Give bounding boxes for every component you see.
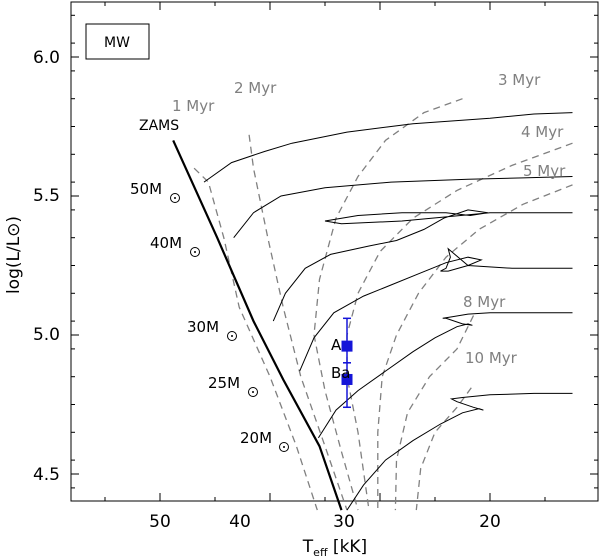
mass-label-text: 20M bbox=[240, 429, 272, 447]
track-line bbox=[299, 247, 573, 372]
sun-symbol bbox=[227, 331, 237, 341]
y-axis-title: log(L/L⊙) bbox=[4, 216, 24, 294]
isochrone-label-8myr: 8 Myr bbox=[463, 293, 506, 311]
sun-symbol-dot bbox=[252, 391, 254, 393]
track-line bbox=[233, 176, 573, 239]
evolutionary-tracks bbox=[203, 112, 573, 511]
mass-label-40: 40M bbox=[150, 234, 200, 257]
sun-symbol bbox=[170, 193, 180, 203]
legend-text: MW bbox=[104, 35, 130, 51]
isochrone-line bbox=[248, 134, 348, 511]
legend-box bbox=[85, 23, 150, 60]
point-label-ba: Ba bbox=[331, 364, 350, 382]
isochrone-label-4myr: 4 Myr bbox=[521, 123, 564, 141]
sun-symbol-dot bbox=[174, 197, 176, 199]
isochrone-line bbox=[193, 167, 318, 511]
isochrone-labels: 1 Myr 2 Myr 3 Myr 4 Myr 5 Myr 8 Myr 10 M… bbox=[172, 71, 566, 367]
data-points bbox=[341, 317, 353, 409]
zams-label: ZAMS bbox=[139, 118, 179, 134]
axis-ticks bbox=[71, 2, 598, 501]
isochrone-label-1myr: 1 Myr bbox=[172, 97, 215, 115]
x-tick-label: 20 bbox=[479, 512, 501, 532]
x-axis-title: Teff [kK] bbox=[302, 537, 367, 558]
isochrone-line bbox=[415, 387, 472, 511]
x-axis-title-unit: [kK] bbox=[328, 537, 368, 557]
isochrone-line bbox=[313, 98, 463, 511]
sun-symbol bbox=[190, 247, 200, 257]
y-tick-labels: 4.5 5.0 5.5 6.0 bbox=[33, 48, 60, 485]
sun-symbol bbox=[279, 442, 289, 452]
data-marker bbox=[341, 373, 353, 385]
mass-label-20: 20M bbox=[240, 429, 289, 452]
mass-label-25: 25M bbox=[208, 374, 258, 397]
mass-label-text: 25M bbox=[208, 374, 240, 392]
track-line bbox=[346, 392, 573, 511]
isochrone-label-5myr: 5 Myr bbox=[523, 162, 566, 180]
isochrone-line bbox=[377, 184, 573, 511]
track-line bbox=[317, 312, 573, 439]
isochrone-line bbox=[346, 142, 573, 511]
y-tick-label: 6.0 bbox=[33, 48, 60, 68]
track-line bbox=[203, 112, 573, 183]
y-tick-label: 5.0 bbox=[33, 325, 60, 345]
x-tick-label: 40 bbox=[229, 512, 251, 532]
plot-frame bbox=[70, 1, 599, 502]
sun-symbol bbox=[248, 387, 258, 397]
data-marker bbox=[341, 340, 353, 352]
x-axis-title-sub: eff bbox=[313, 546, 328, 558]
mass-labels: 50M 40M 30M 25M 20M bbox=[130, 180, 289, 452]
mass-label-50: 50M bbox=[130, 180, 180, 203]
mass-label-text: 30M bbox=[187, 318, 219, 336]
y-tick-label: 4.5 bbox=[33, 465, 60, 485]
x-tick-labels: 50 40 30 20 bbox=[149, 512, 501, 532]
x-tick-label: 30 bbox=[333, 512, 355, 532]
isochrones bbox=[193, 98, 573, 511]
isochrone-label-10myr: 10 Myr bbox=[465, 349, 518, 367]
sun-symbol-dot bbox=[283, 446, 285, 448]
zams bbox=[172, 139, 343, 511]
sun-symbol-dot bbox=[194, 251, 196, 253]
y-tick-label: 5.5 bbox=[33, 186, 60, 206]
isochrone-line bbox=[394, 315, 475, 511]
zams-line bbox=[172, 139, 343, 511]
mass-label-text: 40M bbox=[150, 234, 182, 252]
mass-label-text: 50M bbox=[130, 180, 162, 198]
point-label-a: A bbox=[331, 336, 342, 354]
sun-symbol-dot bbox=[231, 335, 233, 337]
isochrone-label-3myr: 3 Myr bbox=[498, 71, 541, 89]
x-axis-title-main: T bbox=[302, 537, 314, 557]
mass-label-30: 30M bbox=[187, 318, 237, 341]
isochrone-label-2myr: 2 Myr bbox=[234, 79, 277, 97]
track-line bbox=[272, 209, 573, 322]
x-tick-label: 50 bbox=[149, 512, 171, 532]
